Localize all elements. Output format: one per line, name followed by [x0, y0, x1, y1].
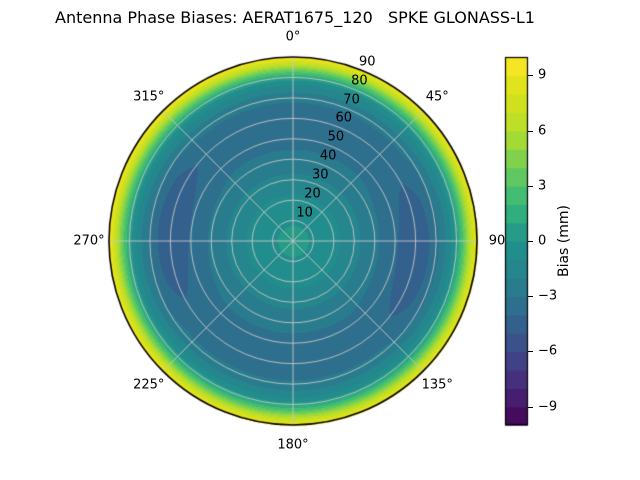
- theta-tick-label: 180°: [277, 437, 309, 453]
- colorbar-tick: [528, 185, 533, 187]
- colorbar-tick: [528, 406, 533, 408]
- colorbar-tick-label: −3: [538, 288, 558, 304]
- colorbar-tick: [528, 241, 533, 242]
- radial-tick-label: 60: [335, 110, 353, 126]
- colorbar-tick: [528, 130, 533, 132]
- radial-tick-label: 10: [296, 205, 313, 221]
- radial-tick-label: 90: [358, 54, 376, 70]
- colorbar-tick: [528, 75, 533, 77]
- colorbar-tick-label: 3: [538, 178, 547, 194]
- theta-tick-label: 270°: [73, 233, 105, 249]
- theta-tick-label: 0°: [285, 29, 301, 45]
- radial-tick-label: 40: [319, 148, 337, 164]
- colorbar-tick-label: −9: [538, 399, 558, 415]
- colorbar-tick-label: 9: [538, 67, 547, 83]
- colorbar-tick: [528, 296, 533, 298]
- radial-tick-label: 80: [351, 73, 368, 89]
- theta-tick-label: 45°: [425, 89, 449, 105]
- colorbar-tick: [528, 351, 533, 353]
- radial-tick-label: 20: [304, 186, 321, 202]
- theta-tick-label: 90: [488, 233, 506, 249]
- colorbar-tick-label: 6: [538, 123, 547, 139]
- theta-tick-label: 135°: [421, 377, 453, 393]
- colorbar-tick-label: 0: [538, 233, 547, 249]
- colorbar-tick-label: −6: [538, 343, 558, 359]
- theta-tick-label: 315°: [133, 89, 165, 105]
- radial-tick-label: 50: [327, 129, 345, 145]
- radial-tick-label: 30: [312, 167, 329, 183]
- colorbar-axis-label: Bias (mm): [556, 204, 572, 278]
- theta-tick-label: 225°: [133, 377, 165, 393]
- radial-tick-label: 70: [343, 92, 360, 108]
